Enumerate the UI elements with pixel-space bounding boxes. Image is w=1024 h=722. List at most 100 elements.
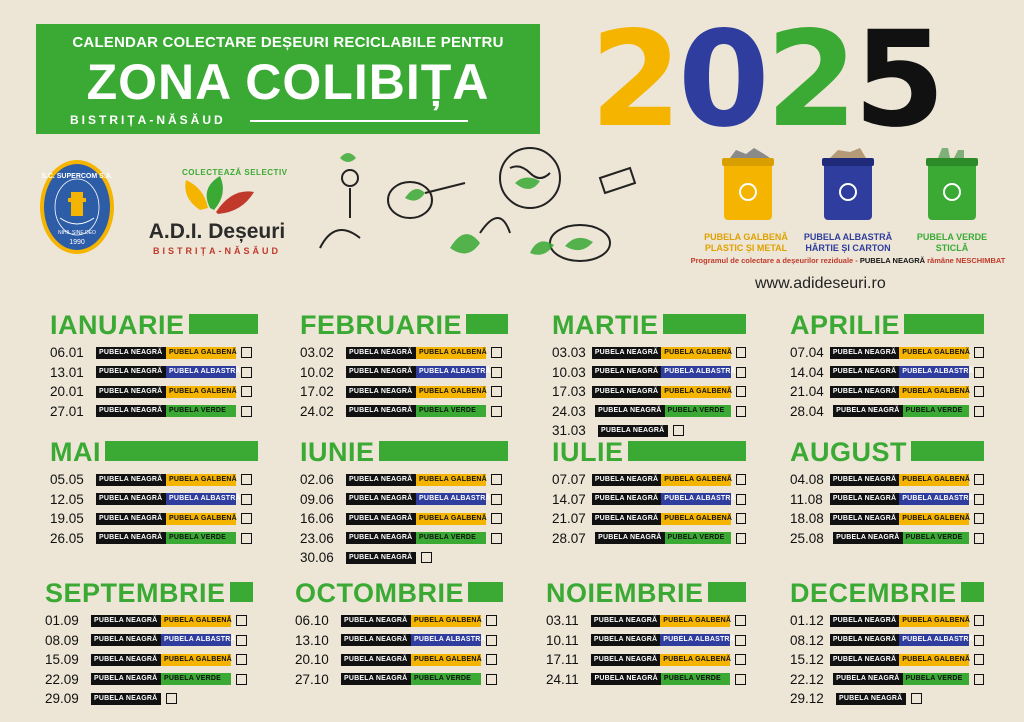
collection-row: 15.09 PUBELA NEAGRĂ PUBELA GALBENĂ — [45, 650, 253, 670]
collection-checkbox[interactable] — [486, 634, 497, 646]
collection-checkbox[interactable] — [486, 673, 497, 685]
tag-galbena-bin: PUBELA GALBENĂ — [660, 614, 731, 627]
collection-checkbox[interactable] — [241, 474, 252, 486]
collection-checkbox[interactable] — [236, 634, 247, 646]
collection-checkbox[interactable] — [735, 615, 746, 627]
collection-checkbox[interactable] — [735, 405, 746, 417]
collection-checkbox[interactable] — [736, 513, 746, 525]
tag-black-bin: PUBELA NEAGRĂ — [96, 512, 166, 525]
collection-checkbox[interactable] — [735, 654, 746, 666]
collection-row: 25.08 PUBELA NEAGRĂ PUBELA VERDE — [790, 529, 984, 549]
collection-row: 21.07 PUBELA NEAGRĂ PUBELA GALBENĂ — [552, 509, 746, 529]
month-name: FEBRUARIE — [300, 310, 467, 340]
collection-date: 31.03 — [552, 423, 586, 439]
tag-galbena-bin: PUBELA GALBENĂ — [660, 653, 731, 666]
collection-checkbox[interactable] — [736, 366, 746, 378]
collection-checkbox[interactable] — [241, 386, 252, 398]
collection-checkbox[interactable] — [974, 654, 984, 666]
collection-checkbox[interactable] — [486, 654, 497, 666]
collection-date: 05.05 — [50, 472, 84, 488]
tag-albastra-bin: PUBELA ALBASTRĂ — [899, 366, 974, 379]
collection-row: 15.12 PUBELA NEAGRĂ PUBELA GALBENĂ — [790, 650, 984, 670]
collection-checkbox[interactable] — [974, 493, 984, 505]
bin-label-blue: PUBELA ALBASTRĂ HÂRTIE ȘI CARTON — [803, 232, 893, 253]
collection-row: 03.11 PUBELA NEAGRĂ PUBELA GALBENĂ — [546, 611, 746, 631]
collection-date: 06.01 — [50, 345, 84, 361]
collection-checkbox[interactable] — [236, 615, 247, 627]
tag-black-bin: PUBELA NEAGRĂ — [96, 366, 166, 379]
collection-checkbox[interactable] — [241, 493, 252, 505]
collection-checkbox[interactable] — [166, 693, 177, 705]
collection-checkbox[interactable] — [241, 366, 252, 378]
collection-checkbox[interactable] — [736, 493, 746, 505]
collection-checkbox[interactable] — [974, 615, 984, 627]
collection-checkbox[interactable] — [241, 513, 252, 525]
collection-date: 28.07 — [552, 530, 586, 546]
tag-black-bin: PUBELA NEAGRĂ — [829, 473, 900, 486]
collection-checkbox[interactable] — [491, 532, 502, 544]
collection-row: 05.05 PUBELA NEAGRĂ PUBELA GALBENĂ — [50, 470, 258, 490]
collection-row: 03.02 PUBELA NEAGRĂ PUBELA GALBENĂ — [300, 343, 508, 363]
collection-checkbox[interactable] — [491, 347, 502, 359]
collection-checkbox[interactable] — [491, 513, 502, 525]
collection-checkbox[interactable] — [241, 347, 252, 359]
collection-row: 17.03 PUBELA NEAGRĂ PUBELA GALBENĂ — [552, 382, 746, 402]
tag-galbena-bin: PUBELA GALBENĂ — [899, 512, 970, 525]
collection-checkbox[interactable] — [491, 386, 502, 398]
collection-checkbox[interactable] — [491, 405, 502, 417]
month-mai: MAI 05.05 PUBELA NEAGRĂ PUBELA GALBENĂ 12.05… — [50, 437, 258, 548]
collection-checkbox[interactable] — [736, 386, 746, 398]
tag-albastra-bin: PUBELA ALBASTRĂ — [661, 366, 736, 379]
collection-checkbox[interactable] — [736, 474, 746, 486]
collection-checkbox[interactable] — [241, 405, 252, 417]
month-title: DECEMBRIE — [790, 578, 984, 608]
collection-checkbox[interactable] — [911, 693, 922, 705]
collection-checkbox[interactable] — [974, 366, 984, 378]
tag-black-bin: PUBELA NEAGRĂ — [833, 532, 903, 545]
collection-date: 20.10 — [295, 652, 329, 668]
tag-verde-bin: PUBELA VERDE — [411, 673, 481, 686]
collection-row: 18.08 PUBELA NEAGRĂ PUBELA GALBENĂ — [790, 509, 984, 529]
tag-black-bin: PUBELA NEAGRĂ — [591, 346, 662, 359]
supercom-year: 1990 — [69, 239, 85, 246]
collection-checkbox[interactable] — [236, 673, 247, 685]
collection-checkbox[interactable] — [735, 532, 746, 544]
collection-checkbox[interactable] — [491, 366, 502, 378]
collection-date: 07.04 — [790, 345, 824, 361]
collection-date: 24.11 — [546, 671, 579, 687]
collection-checkbox[interactable] — [973, 673, 984, 685]
collection-checkbox[interactable] — [974, 634, 984, 646]
collection-checkbox[interactable] — [486, 615, 497, 627]
collection-row: 10.02 PUBELA NEAGRĂ PUBELA ALBASTRĂ — [300, 363, 508, 383]
collection-checkbox[interactable] — [673, 425, 684, 437]
collection-checkbox[interactable] — [236, 654, 247, 666]
month-iulie: IULIE 07.07 PUBELA NEAGRĂ PUBELA GALBENĂ 14.… — [552, 437, 746, 548]
collection-checkbox[interactable] — [974, 474, 984, 486]
collection-checkbox[interactable] — [735, 673, 746, 685]
collection-checkbox[interactable] — [421, 552, 432, 564]
collection-checkbox[interactable] — [974, 386, 984, 398]
website-link[interactable]: www.adideseuri.ro — [755, 275, 886, 292]
collection-checkbox[interactable] — [241, 532, 252, 544]
tag-albastra-bin: PUBELA ALBASTRĂ — [166, 366, 241, 379]
collection-checkbox[interactable] — [491, 493, 502, 505]
collection-row: 01.12 PUBELA NEAGRĂ PUBELA GALBENĂ — [790, 611, 984, 631]
collection-checkbox[interactable] — [973, 532, 984, 544]
tag-verde-bin: PUBELA VERDE — [660, 673, 731, 686]
collection-row: 17.11 PUBELA NEAGRĂ PUBELA GALBENĂ — [546, 650, 746, 670]
collection-row: 10.11 PUBELA NEAGRĂ PUBELA ALBASTRĂ — [546, 631, 746, 651]
collection-date: 03.03 — [552, 345, 586, 361]
collection-date: 14.07 — [552, 491, 586, 507]
collection-checkbox[interactable] — [491, 474, 502, 486]
collection-date: 03.11 — [546, 613, 579, 629]
collection-row: 02.06 PUBELA NEAGRĂ PUBELA GALBENĂ — [300, 470, 508, 490]
tag-black-bin: PUBELA NEAGRĂ — [341, 653, 411, 666]
collection-date: 12.05 — [50, 491, 84, 507]
collection-checkbox[interactable] — [736, 347, 746, 359]
collection-checkbox[interactable] — [974, 347, 984, 359]
collection-checkbox[interactable] — [974, 513, 984, 525]
tag-black-bin: PUBELA NEAGRĂ — [346, 366, 416, 379]
collection-checkbox[interactable] — [973, 405, 984, 417]
collection-checkbox[interactable] — [735, 634, 746, 646]
collection-row: 04.08 PUBELA NEAGRĂ PUBELA GALBENĂ — [790, 470, 984, 490]
